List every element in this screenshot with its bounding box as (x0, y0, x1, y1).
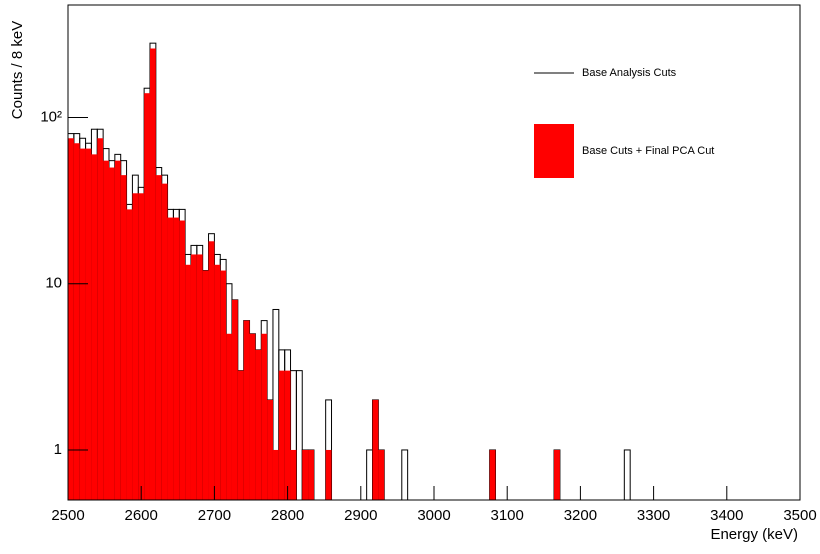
x-tick-label: 3100 (491, 507, 524, 524)
y-tick-label: 10² (40, 108, 62, 125)
histogram-bar (378, 449, 385, 500)
histogram-bar (261, 333, 268, 500)
histogram-bar (161, 183, 168, 500)
x-tick-label: 2700 (198, 507, 231, 524)
histogram-bar (167, 217, 174, 500)
histogram-bar (554, 449, 560, 500)
x-tick-label: 3000 (417, 507, 450, 524)
histogram-bar (623, 449, 631, 501)
histogram-bar (255, 349, 262, 500)
histogram-bar (290, 449, 297, 500)
x-tick-label: 3500 (783, 507, 816, 524)
histogram-bar (237, 370, 244, 500)
y-tick-label: 1 (54, 441, 62, 458)
histogram-bar (173, 217, 180, 500)
x-tick-label: 3300 (637, 507, 670, 524)
legend-label: Base Cuts + Final PCA Cut (582, 145, 714, 157)
legend-label: Base Analysis Cuts (582, 67, 677, 79)
histogram-bar (68, 138, 74, 500)
histogram-bar (226, 333, 232, 500)
histogram-bar (138, 193, 145, 500)
y-axis-title: Counts / 8 keV (9, 21, 26, 119)
histogram-bar (308, 449, 314, 500)
histogram-bar (272, 449, 279, 500)
histogram-bar (401, 449, 409, 501)
histogram-bar (114, 160, 121, 500)
histogram-bar (278, 370, 285, 500)
histogram-bar (372, 399, 379, 500)
histogram-bar (149, 48, 156, 501)
histogram-bar (185, 264, 191, 500)
x-tick-label: 2600 (125, 507, 158, 524)
histogram-bar (108, 167, 115, 501)
histogram-bar (231, 299, 238, 500)
x-tick-label: 2900 (344, 507, 377, 524)
histogram-bar (79, 148, 86, 500)
histogram-bar (208, 241, 215, 500)
x-tick-label: 2500 (51, 507, 84, 524)
histogram-bar (249, 333, 256, 500)
histogram-bar (325, 449, 332, 500)
histogram-bar (295, 370, 303, 501)
histogram-bar (97, 138, 104, 500)
histogram-bar (120, 175, 127, 500)
histogram-bar (202, 270, 209, 500)
histogram-bar (489, 449, 496, 500)
histogram-bar (284, 370, 291, 500)
histogram-bar (126, 209, 133, 501)
histogram-bar (196, 254, 203, 500)
histogram-bar (214, 264, 221, 500)
histogram-bar (155, 175, 162, 500)
histogram-bar (190, 254, 197, 500)
legend-swatch (534, 124, 574, 178)
x-tick-label: 3200 (564, 507, 597, 524)
histogram-bar (243, 320, 250, 500)
histogram-bar (220, 270, 227, 500)
x-axis-title: Energy (keV) (710, 526, 798, 543)
histogram-bar (302, 449, 309, 500)
histogram-bar (179, 220, 186, 500)
histogram-bar (132, 193, 139, 500)
x-tick-label: 3400 (710, 507, 743, 524)
y-tick-label: 10 (45, 275, 62, 292)
histogram-bar (267, 399, 273, 500)
x-tick-label: 2800 (271, 507, 304, 524)
histogram-bar (103, 160, 109, 500)
histogram-bar (91, 154, 98, 500)
histogram-bar (85, 148, 92, 500)
histogram-bar (366, 449, 374, 501)
histogram-bar (144, 93, 150, 500)
histogram-bar (73, 143, 80, 501)
